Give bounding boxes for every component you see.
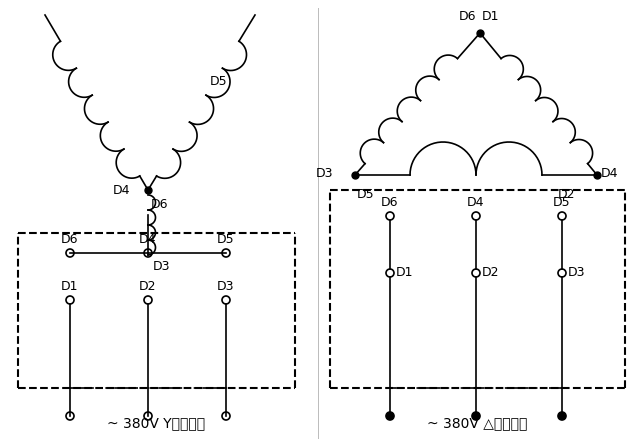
Text: D2: D2 xyxy=(482,267,499,280)
Circle shape xyxy=(386,412,394,420)
Text: D2: D2 xyxy=(248,0,266,3)
Text: D1: D1 xyxy=(35,0,52,3)
Text: ~ 380V △形接线法: ~ 380V △形接线法 xyxy=(428,416,528,430)
Text: D3: D3 xyxy=(217,280,235,293)
Text: D5: D5 xyxy=(210,75,227,88)
Text: D1: D1 xyxy=(61,280,79,293)
Text: ~ 380V Y形接线法: ~ 380V Y形接线法 xyxy=(108,416,205,430)
Circle shape xyxy=(472,412,480,420)
Text: D3: D3 xyxy=(153,260,170,273)
Text: D5: D5 xyxy=(553,196,571,209)
Text: D2: D2 xyxy=(140,280,157,293)
Text: D5: D5 xyxy=(357,188,374,201)
Text: D5: D5 xyxy=(217,233,235,246)
Text: D2: D2 xyxy=(557,188,575,201)
Text: D4: D4 xyxy=(113,184,130,197)
Text: D4: D4 xyxy=(140,233,157,246)
Text: D4: D4 xyxy=(467,196,484,209)
Text: D4: D4 xyxy=(601,167,618,180)
Text: D6: D6 xyxy=(151,198,168,211)
Text: D1: D1 xyxy=(482,10,499,23)
Circle shape xyxy=(558,412,566,420)
Text: D6: D6 xyxy=(458,10,476,23)
Text: D3: D3 xyxy=(316,167,333,180)
Text: D1: D1 xyxy=(396,267,413,280)
Text: D6: D6 xyxy=(381,196,399,209)
Text: D6: D6 xyxy=(61,233,79,246)
Text: D3: D3 xyxy=(568,267,586,280)
